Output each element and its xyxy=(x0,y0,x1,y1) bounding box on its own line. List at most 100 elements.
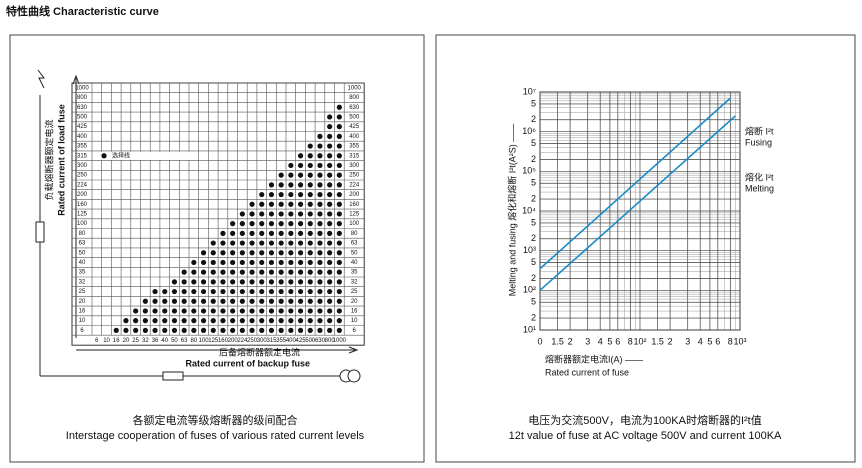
dot xyxy=(336,182,342,188)
dot xyxy=(152,288,158,295)
dot xyxy=(336,172,342,178)
dot xyxy=(278,327,284,333)
dot xyxy=(162,327,168,333)
row-label: 10 xyxy=(79,318,86,324)
col-label: 300 xyxy=(257,338,268,344)
x-tick-label: 5 xyxy=(707,336,712,346)
dot xyxy=(200,269,207,275)
x-tick-label: 2 xyxy=(568,336,573,346)
row-label: 10 xyxy=(351,318,358,324)
dot xyxy=(336,240,342,246)
dot xyxy=(288,221,294,227)
dot xyxy=(297,211,304,217)
dot xyxy=(317,182,323,188)
dot xyxy=(200,308,207,314)
dot xyxy=(152,298,158,304)
row-label: 50 xyxy=(351,250,358,256)
dot xyxy=(317,172,323,178)
dot xyxy=(268,308,275,314)
dot xyxy=(327,124,333,130)
dot xyxy=(191,298,197,304)
dot xyxy=(210,240,216,246)
dot xyxy=(210,269,216,275)
row-label: 224 xyxy=(349,182,360,188)
dot xyxy=(278,240,284,246)
dot xyxy=(317,230,323,236)
row-label: 25 xyxy=(351,289,358,295)
col-label: 6 xyxy=(95,338,99,344)
dot xyxy=(123,327,129,333)
row-label: 80 xyxy=(79,231,86,237)
row-label: 355 xyxy=(349,144,360,150)
dot xyxy=(288,162,294,169)
curve-label: 熔化 I²t xyxy=(745,171,774,182)
dot xyxy=(336,221,342,227)
x-title-cn: 熔断器额定电流I(A) —— xyxy=(545,353,643,364)
dot xyxy=(307,143,313,149)
dot xyxy=(288,250,294,256)
dot xyxy=(327,298,333,304)
col-label: 25 xyxy=(132,338,139,344)
dot xyxy=(297,250,304,256)
row-label: 50 xyxy=(79,250,86,256)
row-label: 1000 xyxy=(75,85,89,91)
dot xyxy=(327,327,333,333)
dot xyxy=(259,191,265,198)
dot xyxy=(230,269,236,275)
dot xyxy=(307,230,313,236)
dot xyxy=(259,211,265,217)
row-label: 125 xyxy=(349,212,360,218)
dot xyxy=(288,269,294,275)
dot xyxy=(288,211,294,217)
legend-label: 选择线 xyxy=(112,151,130,159)
dot xyxy=(327,172,333,178)
dot xyxy=(288,327,294,333)
dot xyxy=(327,259,333,266)
dot xyxy=(327,191,333,198)
x-tick-label: 0 xyxy=(537,336,542,346)
dot xyxy=(307,269,313,275)
row-label: 35 xyxy=(351,270,358,276)
dot xyxy=(336,230,342,236)
dot xyxy=(297,172,304,178)
row-label: 100 xyxy=(77,221,88,227)
row-label: 40 xyxy=(351,260,358,266)
dot xyxy=(220,308,226,314)
dot xyxy=(259,279,265,285)
dot xyxy=(210,298,216,304)
y-tick-label: 2 xyxy=(531,193,536,203)
dot xyxy=(220,327,226,333)
dot xyxy=(336,327,342,333)
dot xyxy=(230,327,236,333)
dot xyxy=(307,327,313,333)
dot xyxy=(278,259,284,266)
caption-cn: 电压为交流500V，电流为100KA时熔断器的I²t值 xyxy=(528,413,762,427)
caption-en: 12t value of fuse at AC voltage 500V and… xyxy=(509,430,782,442)
circuit xyxy=(35,69,361,383)
dot xyxy=(317,318,323,324)
dot xyxy=(171,318,178,324)
dot xyxy=(297,240,304,246)
row-label: 400 xyxy=(349,134,360,140)
dot xyxy=(230,250,236,256)
dot xyxy=(288,279,294,285)
dot xyxy=(268,191,275,198)
row-label: 425 xyxy=(349,124,360,130)
dot xyxy=(307,211,313,217)
col-label: 10 xyxy=(103,338,110,344)
dot xyxy=(181,298,187,304)
row-label: 300 xyxy=(349,163,360,169)
col-label: 100 xyxy=(199,338,210,344)
row-label: 200 xyxy=(349,192,360,198)
dot xyxy=(336,318,342,324)
x-tick-label: 1.5 xyxy=(551,336,564,346)
y-title-en: Rated current of load fuse xyxy=(56,104,66,216)
y-tick-label: 10¹ xyxy=(523,324,536,334)
col-label: 400 xyxy=(286,338,297,344)
dot xyxy=(220,298,226,304)
dot xyxy=(249,259,255,266)
y-tick-label: 10² xyxy=(523,285,536,295)
dot xyxy=(220,259,226,266)
curve-label: 熔断 I²t xyxy=(745,125,774,136)
curve xyxy=(539,115,736,291)
